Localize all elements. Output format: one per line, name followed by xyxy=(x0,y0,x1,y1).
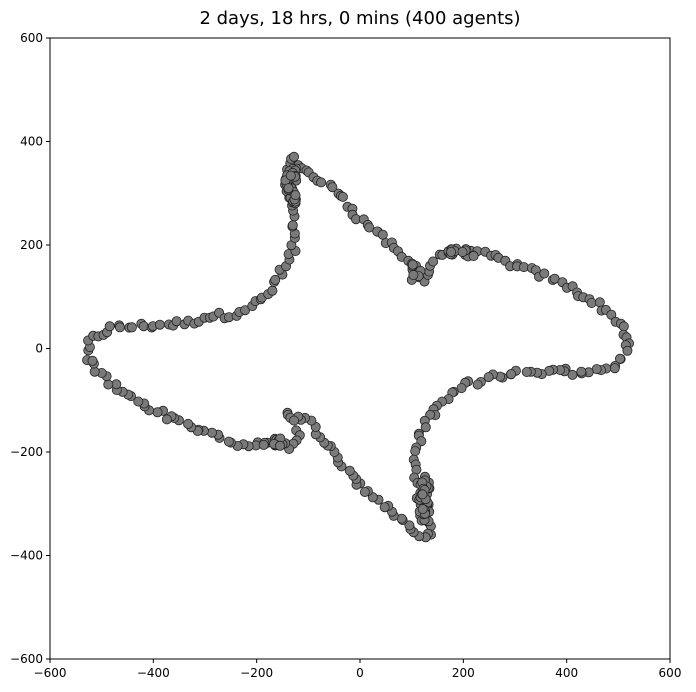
y-axis: 600 400 200 0 −200 −400 −600 xyxy=(10,31,50,666)
x-tick-label: −200 xyxy=(240,666,273,680)
chart-title: 2 days, 18 hrs, 0 mins (400 agents) xyxy=(199,8,520,29)
agent-point xyxy=(446,246,457,257)
y-tick-label: 400 xyxy=(20,135,43,149)
agent-point xyxy=(327,182,338,193)
agent-point xyxy=(258,439,269,450)
agent-point xyxy=(359,486,370,497)
agent-point xyxy=(417,489,428,500)
y-tick-label: 0 xyxy=(35,342,43,356)
agent-point xyxy=(133,396,144,407)
agent-point xyxy=(103,379,114,390)
agent-point xyxy=(404,520,415,531)
agent-point xyxy=(316,177,327,188)
agent-point xyxy=(539,268,550,279)
agent-point xyxy=(576,366,587,377)
agent-point xyxy=(379,502,390,513)
agent-point xyxy=(274,440,285,451)
agent-point xyxy=(472,379,483,390)
agent-point xyxy=(408,269,419,280)
agent-point xyxy=(521,366,532,377)
y-tick-label: 600 xyxy=(20,31,43,45)
agent-point xyxy=(285,170,296,181)
x-tick-label: −600 xyxy=(34,666,67,680)
agent-point xyxy=(407,259,418,270)
agent-point xyxy=(586,297,597,308)
x-tick-label: 200 xyxy=(452,666,475,680)
agent-point xyxy=(410,446,421,457)
agent-point xyxy=(618,321,629,332)
agent-point xyxy=(457,246,468,257)
agent-point xyxy=(287,220,298,231)
agent-point xyxy=(104,321,115,332)
x-axis: −600 −400 −200 0 200 400 600 xyxy=(34,659,682,680)
agent-point xyxy=(615,353,626,364)
y-tick-label: −200 xyxy=(10,445,43,459)
agent-point xyxy=(161,414,172,425)
axes-frame xyxy=(49,37,671,660)
agent-point xyxy=(288,151,299,162)
agent-point xyxy=(152,407,163,418)
agent-point xyxy=(483,372,494,383)
x-tick-label: 600 xyxy=(659,666,682,680)
agent-point xyxy=(267,285,278,296)
agent-point xyxy=(337,191,348,202)
agent-point xyxy=(154,319,165,330)
agent-point xyxy=(87,355,98,366)
x-tick-label: −400 xyxy=(137,666,170,680)
agent-point xyxy=(183,418,194,429)
agent-point xyxy=(206,427,217,438)
agent-point xyxy=(609,363,620,374)
agent-point xyxy=(290,190,301,201)
agent-point xyxy=(114,322,125,333)
agent-point xyxy=(223,436,234,447)
agent-point xyxy=(594,297,605,308)
agent-point xyxy=(428,256,439,267)
agent-point xyxy=(417,504,428,515)
agent-point xyxy=(270,274,281,285)
agent-point xyxy=(420,422,431,433)
y-tick-label: −600 xyxy=(10,652,43,666)
agent-point xyxy=(622,345,633,356)
agent-point xyxy=(283,183,294,194)
agent-point xyxy=(468,250,479,261)
y-tick-label: −400 xyxy=(10,549,43,563)
agent-point xyxy=(344,465,355,476)
agent-point xyxy=(377,229,388,240)
agent-point xyxy=(288,415,299,426)
x-tick-label: 0 xyxy=(356,666,364,680)
y-tick-label: 200 xyxy=(20,238,43,252)
x-tick-label: 400 xyxy=(555,666,578,680)
agent-point xyxy=(506,369,517,380)
agent-point xyxy=(126,322,137,333)
agent-points xyxy=(82,151,635,543)
agent-point xyxy=(364,222,375,233)
